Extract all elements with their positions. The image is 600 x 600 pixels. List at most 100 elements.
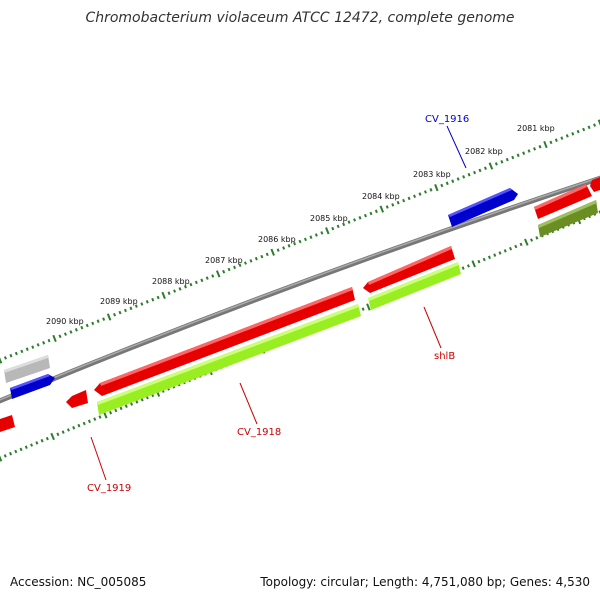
gene-cv1916[interactable] (448, 188, 518, 227)
minor-tick (587, 125, 591, 130)
minor-tick (369, 211, 373, 216)
gene-red-right-shine (534, 184, 587, 210)
leader-cv1918 (239, 382, 258, 425)
minor-tick (42, 341, 46, 345)
minor-tick (129, 306, 133, 311)
minor-tick (407, 196, 411, 201)
minor-tick (260, 254, 264, 259)
kbp-label: 2084 kbp (362, 192, 400, 201)
major-tick (366, 303, 371, 311)
minor-tick (391, 203, 395, 207)
gene-shlb-shine (368, 246, 452, 285)
gene-grey-left[interactable] (4, 355, 50, 383)
major-tick (0, 455, 3, 462)
gene-red-right[interactable] (534, 184, 592, 219)
minor-tick (478, 168, 482, 173)
genome-backbone (0, 175, 600, 404)
minor-tick (61, 430, 65, 434)
gene-blue-left[interactable] (10, 374, 55, 399)
minor-tick (500, 160, 504, 164)
minor-tick (516, 153, 520, 158)
minor-tick (178, 287, 182, 291)
minor-tick (358, 216, 362, 220)
minor-tick (113, 313, 117, 317)
kbp-label: 2087 kbp (205, 256, 243, 265)
kbp-label: 2089 kbp (100, 297, 138, 306)
gene-red-right-top[interactable] (590, 177, 600, 192)
minor-tick (593, 123, 597, 127)
minor-tick (238, 263, 242, 267)
major-tick (488, 162, 494, 170)
minor-tick (140, 302, 144, 306)
minor-tick (77, 423, 81, 428)
kbp-label: 2088 kbp (152, 277, 190, 286)
minor-tick (119, 406, 123, 411)
minor-tick (63, 332, 67, 336)
minor-tick (396, 200, 400, 205)
minor-tick (194, 280, 198, 285)
minor-tick (363, 213, 367, 218)
minor-tick (82, 421, 86, 426)
minor-tick (102, 317, 106, 321)
minor-tick (167, 291, 171, 295)
minor-tick (56, 432, 60, 437)
minor-tick (156, 295, 160, 300)
leader-shlb (423, 306, 442, 349)
minor-tick (24, 445, 28, 449)
minor-tick (47, 338, 51, 343)
major-tick (270, 248, 275, 256)
minor-tick (254, 256, 258, 261)
minor-tick (130, 402, 134, 406)
major-tick (524, 238, 529, 246)
minor-tick (303, 237, 307, 242)
minor-tick (493, 253, 497, 257)
gene-label-shlb[interactable]: shlB (434, 351, 455, 362)
minor-tick (467, 172, 471, 177)
minor-tick (134, 304, 138, 308)
minor-tick (124, 404, 128, 408)
minor-tick (249, 259, 253, 263)
gene-cv1919[interactable] (66, 390, 88, 408)
minor-tick (549, 140, 553, 145)
minor-tick (45, 436, 49, 441)
minor-tick (509, 246, 513, 251)
minor-tick (19, 447, 23, 452)
gene-shlb[interactable] (363, 246, 455, 293)
forward-features (4, 177, 600, 399)
minor-tick (522, 151, 526, 155)
minor-tick (385, 205, 389, 209)
minor-tick (298, 239, 302, 244)
gene-cv1918[interactable] (94, 287, 355, 396)
kbp-label: 2086 kbp (258, 235, 296, 244)
minor-tick (265, 252, 269, 257)
minor-tick (456, 177, 460, 181)
kbp-label: 2085 kbp (310, 214, 348, 223)
minor-tick (287, 244, 291, 248)
minor-tick (183, 285, 187, 289)
minor-tick (487, 255, 491, 260)
minor-tick (173, 289, 177, 293)
major-tick (597, 119, 600, 126)
gene-shlb-green[interactable] (368, 262, 461, 310)
major-tick (50, 432, 55, 441)
minor-tick (451, 179, 455, 183)
major-tick (379, 205, 385, 213)
gene-olive-right-shine (538, 200, 597, 228)
gene-olive-right[interactable] (538, 200, 598, 237)
leader-cv1916 (446, 125, 467, 169)
minor-tick (9, 451, 13, 456)
minor-tick (519, 242, 523, 247)
minor-tick (462, 175, 466, 179)
gene-label-cv1919[interactable]: CV_1919 (87, 483, 131, 494)
gene-label-cv1918[interactable]: CV_1918 (237, 427, 281, 438)
gene-cv1918-green[interactable] (97, 304, 361, 415)
gene-label-cv1916[interactable]: CV_1916 (425, 114, 469, 125)
minor-tick (293, 241, 297, 246)
minor-tick (135, 400, 139, 404)
minor-tick (93, 417, 97, 421)
minor-tick (74, 328, 78, 332)
gene-red-left-edge[interactable] (0, 415, 15, 432)
gene-blue-left-shine (10, 374, 50, 390)
